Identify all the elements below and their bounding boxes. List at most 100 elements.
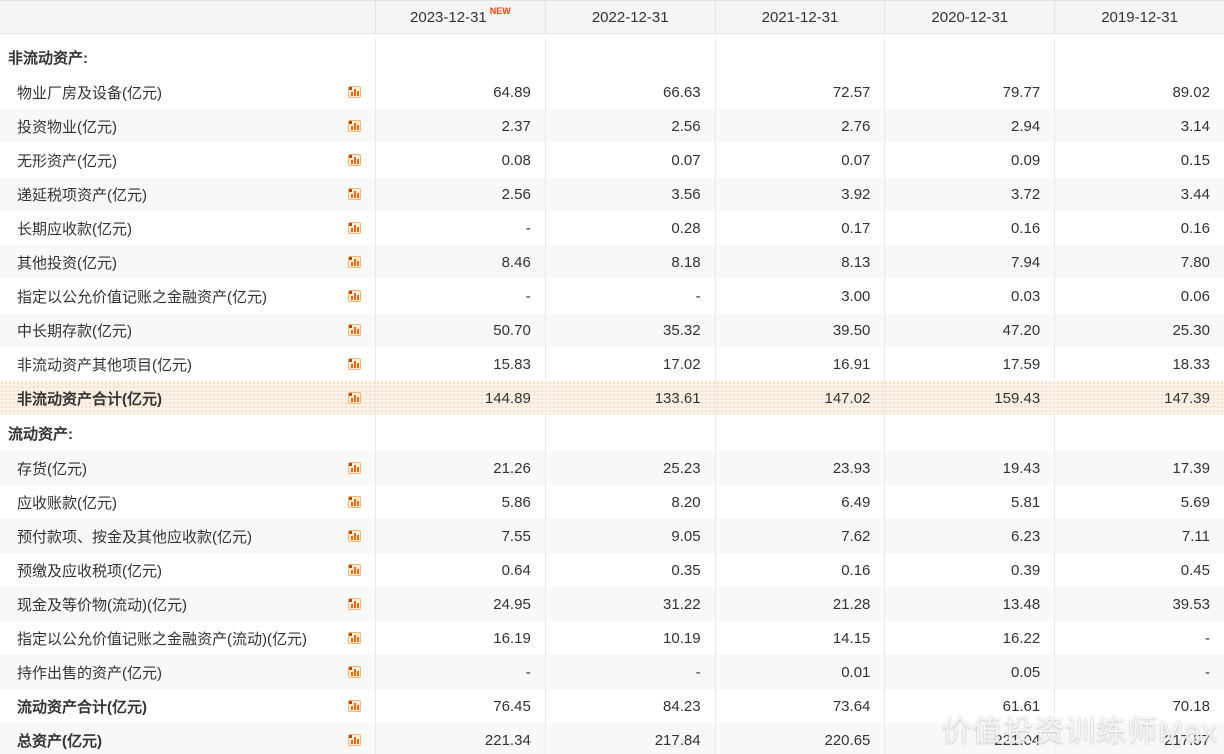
table-row[interactable]: 中长期存款(亿元) 50.70 35.32 39.50 47.20 25.30 [0,313,1224,347]
value-cell: 9.05 [544,519,715,553]
empty-cell [1054,415,1224,451]
bar-chart-icon[interactable] [348,120,361,132]
value-cell: 47.20 [884,313,1054,347]
row-label: 物业厂房及设备(亿元) [17,84,162,102]
header-date-column: 2022-12-31 [544,1,715,33]
value-cell: 70.18 [1054,689,1224,723]
table-row[interactable]: 指定以公允价值记账之金融资产(亿元) - -3.00 0.03 0.06 [0,279,1224,313]
row-label: 无形资产(亿元) [17,152,117,170]
value-cell: 17.02 [544,347,715,381]
value-cell: 3.92 [714,177,885,211]
value-cell: - [544,655,715,689]
bar-chart-icon[interactable] [348,462,361,474]
row-label: 长期应收款(亿元) [17,220,132,238]
table-row[interactable]: 非流动资产其他项目(亿元) 15.83 17.02 16.91 17.59 18.33 [0,347,1224,381]
bar-chart-icon[interactable] [348,256,361,268]
value-cell: - [375,211,545,245]
bar-chart-icon[interactable] [348,530,361,542]
value-cell: 39.50 [714,313,885,347]
value-cell: 2.56 [544,109,715,143]
empty-cell [544,415,715,451]
table-row[interactable]: 存货(亿元) 21.26 25.23 23.93 19.43 17.39 [0,451,1224,485]
value-cell: 21.26 [375,451,545,485]
value-cell: 217.84 [544,723,715,754]
value-cell: 17.59 [884,347,1054,381]
header-date-label: 2022-12-31 [591,8,669,26]
value-cell: 84.23 [544,689,715,723]
row-label-cell: 存货(亿元) [0,451,375,485]
row-label-cell: 指定以公允价值记账之金融资产(流动)(亿元) [0,621,375,655]
bar-chart-icon[interactable] [348,222,361,234]
value-cell: 25.30 [1054,313,1224,347]
table-row[interactable]: 长期应收款(亿元) -0.28 0.17 0.16 0.16 [0,211,1224,245]
empty-cell [544,39,715,75]
value-cell: 3.14 [1054,109,1224,143]
row-label-cell: 递延税项资产(亿元) [0,177,375,211]
row-label-cell: 中长期存款(亿元) [0,313,375,347]
table-row[interactable]: 非流动资产合计(亿元) 144.89 133.61 147.02 159.43 147.3… [0,381,1224,415]
bar-chart-icon[interactable] [348,154,361,166]
row-label: 指定以公允价值记账之金融资产(亿元) [17,288,267,306]
bar-chart-icon[interactable] [348,324,361,336]
bar-chart-icon[interactable] [348,358,361,370]
header-date-label: 2019-12-31 [1101,8,1178,26]
bar-chart-icon[interactable] [348,700,361,712]
row-label: 持作出售的资产(亿元) [17,664,162,682]
table-row[interactable]: 流动资产合计(亿元) 76.45 84.23 73.64 61.61 70.18 [0,689,1224,723]
row-label-cell: 无形资产(亿元) [0,143,375,177]
value-cell: 0.16 [1054,211,1224,245]
value-cell: 0.28 [544,211,715,245]
empty-cell [375,415,545,451]
table-row[interactable]: 现金及等价物(流动)(亿元) 24.95 31.22 21.28 13.48 39.53 [0,587,1224,621]
row-label: 现金及等价物(流动)(亿元) [17,596,187,614]
table-row[interactable]: 投资物业(亿元) 2.37 2.56 2.76 2.94 3.14 [0,109,1224,143]
table-row[interactable]: 物业厂房及设备(亿元) 64.89 66.63 72.57 79.77 89.02 [0,75,1224,109]
value-cell: 0.15 [1054,143,1224,177]
table-row[interactable]: 总资产(亿元) 221.34 217.84 220.65 221.04 217.57 [0,723,1224,754]
bar-chart-icon[interactable] [348,564,361,576]
header-date-column: 2023-12-31 NEW [375,1,545,33]
bar-chart-icon[interactable] [348,496,361,508]
value-cell: 76.45 [375,689,545,723]
value-cell: - [375,279,545,313]
header-date-label: 2021-12-31 [761,8,839,26]
value-cell: 221.04 [884,723,1054,754]
bar-chart-icon[interactable] [348,392,361,404]
value-cell: 0.39 [884,553,1054,587]
row-label: 中长期存款(亿元) [17,322,132,340]
empty-cell [1054,39,1224,75]
table-row[interactable]: 预缴及应收税项(亿元) 0.64 0.35 0.16 0.39 0.45 [0,553,1224,587]
value-cell: 79.77 [884,75,1054,109]
table-row[interactable]: 持作出售的资产(亿元) - -0.01 0.05- [0,655,1224,689]
value-cell: 0.03 [884,279,1054,313]
bar-chart-icon[interactable] [348,86,361,98]
value-cell: 64.89 [375,75,545,109]
value-cell: 89.02 [1054,75,1224,109]
empty-cell [884,39,1054,75]
value-cell: 0.09 [884,143,1054,177]
bar-chart-icon[interactable] [348,632,361,644]
value-cell: 19.43 [884,451,1054,485]
row-label: 流动资产合计(亿元) [17,698,147,716]
bar-chart-icon[interactable] [348,734,361,746]
table-row[interactable]: 无形资产(亿元) 0.08 0.07 0.07 0.09 0.15 [0,143,1224,177]
bar-chart-icon[interactable] [348,188,361,200]
bar-chart-icon[interactable] [348,290,361,302]
row-label: 预付款项、按金及其他应收款(亿元) [17,528,252,546]
row-label-cell: 预付款项、按金及其他应收款(亿元) [0,519,375,553]
value-cell: 14.15 [714,621,885,655]
bar-chart-icon[interactable] [348,666,361,678]
table-row[interactable]: 应收账款(亿元) 5.86 8.20 6.49 5.81 5.69 [0,485,1224,519]
value-cell: 0.35 [544,553,715,587]
table-row[interactable]: 递延税项资产(亿元) 2.56 3.56 3.92 3.72 3.44 [0,177,1224,211]
row-label: 预缴及应收税项(亿元) [17,562,162,580]
row-label: 其他投资(亿元) [17,254,117,272]
row-label: 投资物业(亿元) [17,118,117,136]
value-cell: 133.61 [544,381,715,415]
row-label-cell: 投资物业(亿元) [0,109,375,143]
table-row[interactable]: 预付款项、按金及其他应收款(亿元) 7.55 9.05 7.62 6.23 7.11 [0,519,1224,553]
value-cell: 17.39 [1054,451,1224,485]
table-row[interactable]: 其他投资(亿元) 8.46 8.18 8.13 7.94 7.80 [0,245,1224,279]
bar-chart-icon[interactable] [348,598,361,610]
table-row[interactable]: 指定以公允价值记账之金融资产(流动)(亿元) 16.19 10.19 14.15 16.… [0,621,1224,655]
